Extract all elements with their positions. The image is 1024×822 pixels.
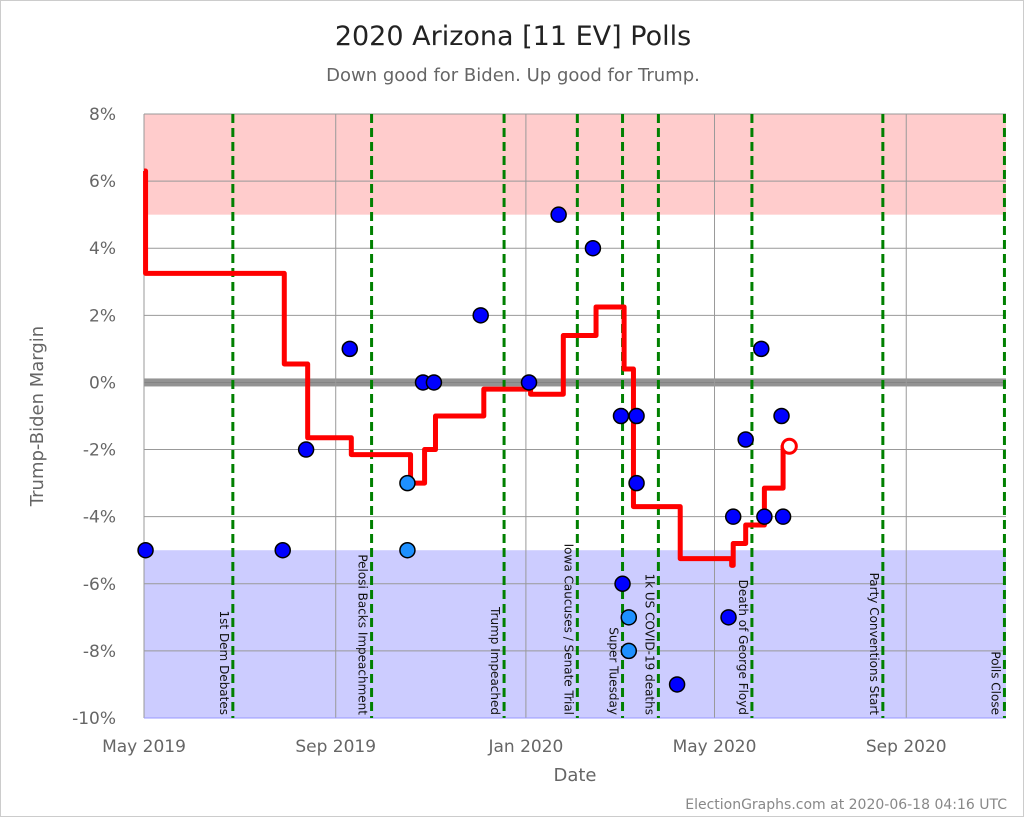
zero-line — [144, 378, 1006, 387]
x-tick-label: May 2020 — [673, 737, 757, 757]
poll-point — [773, 407, 790, 425]
poll-point — [584, 239, 602, 257]
poll-point — [612, 407, 630, 425]
event-label: Polls Close — [988, 651, 1002, 715]
poll-point — [724, 508, 742, 525]
poll-point — [756, 508, 773, 525]
event-label: Super Tuesday — [607, 627, 621, 715]
x-tick-label: May 2019 — [102, 737, 186, 757]
y-axis-label: Trump-Biden Margin — [27, 326, 48, 507]
poll-point — [137, 541, 154, 559]
x-tick-label: Sep 2019 — [295, 737, 376, 757]
poll-point — [753, 340, 770, 358]
y-tick-label: 8% — [89, 105, 116, 125]
poll-point — [297, 441, 315, 458]
poll-point — [399, 541, 416, 559]
poll-point — [720, 609, 737, 626]
event-label: Pelosi Backs Impeachment — [356, 554, 370, 715]
band-1 — [144, 550, 1006, 718]
footer-credit: ElectionGraphs.com at 2020-06-18 04:16 U… — [685, 797, 1007, 813]
y-tick-label: -8% — [83, 642, 116, 662]
y-tick-label: -4% — [83, 508, 116, 528]
band-0 — [144, 114, 1006, 215]
y-tick-label: 6% — [89, 172, 116, 192]
event-label: Party Conventions Start — [867, 573, 881, 716]
poll-point — [628, 474, 645, 492]
event-label: Trump Impeached — [488, 606, 502, 715]
x-axis-label: Date — [553, 765, 596, 786]
poll-point — [668, 676, 686, 693]
event-label: Iowa Caucuses / Senate Trial — [561, 544, 575, 715]
y-tick-label: 4% — [89, 239, 116, 259]
poll-point — [472, 307, 489, 324]
poll-point — [399, 474, 416, 492]
chart-title: 2020 Arizona [11 EV] Polls — [335, 21, 691, 52]
poll-point — [520, 374, 538, 391]
poll-point — [274, 541, 291, 559]
event-label: Death of George Floyd — [736, 580, 750, 715]
y-tick-label: -6% — [83, 575, 116, 595]
y-tick-label: 2% — [89, 306, 116, 326]
poll-point — [737, 431, 754, 448]
event-label: 1k US COVID-19 deaths — [642, 573, 656, 715]
poll-point — [628, 407, 645, 425]
poll-point — [341, 340, 359, 358]
y-tick-label: -10% — [72, 709, 116, 729]
chart-subtitle: Down good for Biden. Up good for Trump. — [326, 65, 700, 86]
average-endpoint-marker — [780, 437, 798, 455]
y-tick-label: 0% — [89, 373, 116, 393]
poll-point — [620, 642, 638, 660]
poll-point — [550, 206, 567, 223]
x-tick-label: Sep 2020 — [866, 737, 947, 757]
y-tick-label: -2% — [83, 441, 116, 461]
poll-point — [425, 374, 443, 391]
x-tick-label: Jan 2020 — [487, 737, 563, 757]
poll-point — [620, 609, 638, 626]
average-line — [143, 168, 790, 568]
poll-point — [614, 575, 631, 593]
event-label: 1st Dem Debates — [217, 611, 231, 715]
poll-point — [774, 508, 792, 525]
